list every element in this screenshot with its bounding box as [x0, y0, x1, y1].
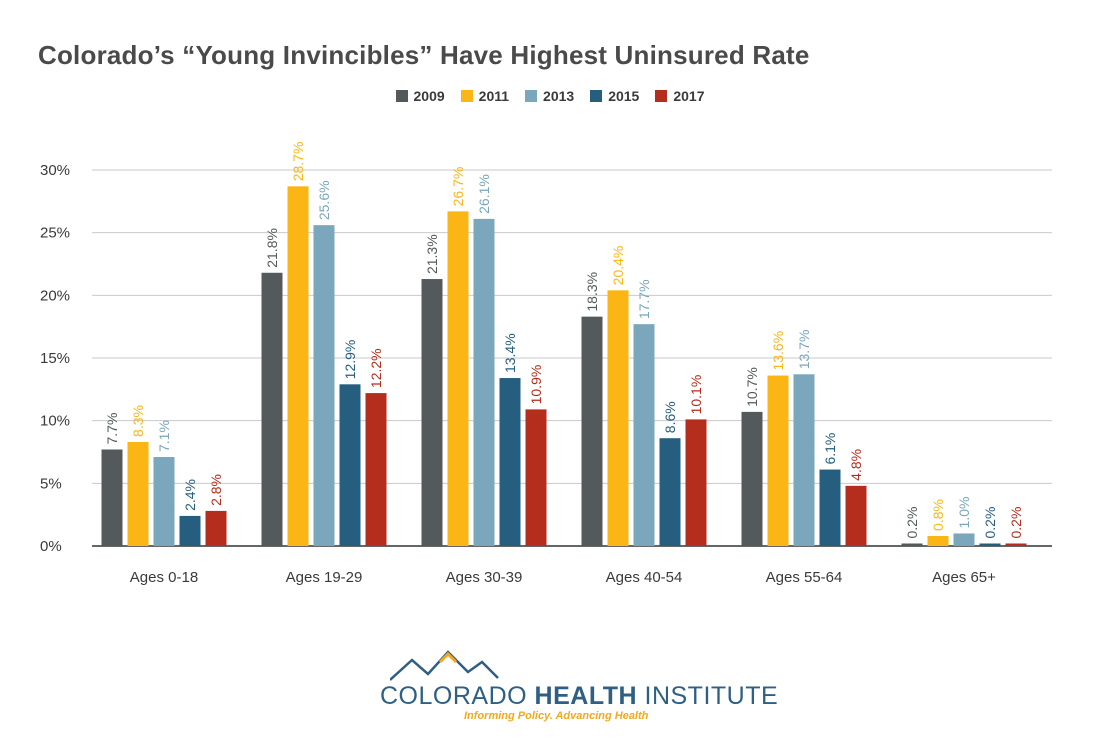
bar	[339, 384, 361, 546]
legend-item-2015: 2015	[590, 88, 639, 104]
y-tick-label: 0%	[40, 538, 62, 555]
logo-name-regular: COLORADO	[380, 682, 535, 710]
data-label: 26.7%	[450, 167, 466, 207]
x-tick-label: Ages 19-29	[286, 569, 363, 586]
y-tick-label: 30%	[40, 162, 70, 179]
data-label: 7.1%	[156, 420, 172, 452]
data-label: 0.8%	[930, 499, 946, 531]
bar	[845, 485, 867, 546]
bar	[581, 316, 603, 546]
data-label: 0.2%	[904, 507, 920, 539]
legend-item-2009: 2009	[395, 88, 445, 104]
legend-swatch	[460, 90, 473, 102]
chart-legend: 2009 2011 2013 2015 2017	[0, 88, 1100, 104]
data-label: 2.8%	[208, 474, 224, 506]
data-label: 13.4%	[502, 333, 518, 373]
data-label: 13.7%	[796, 330, 812, 370]
legend-label: 2015	[608, 88, 640, 104]
legend-swatch	[590, 90, 603, 102]
mountains-logo-icon	[390, 650, 499, 681]
data-label: 13.6%	[770, 331, 786, 371]
bar	[685, 419, 707, 546]
data-label: 0.2%	[982, 507, 998, 539]
data-label: 10.7%	[744, 367, 760, 407]
data-label: 21.3%	[424, 234, 440, 274]
data-label: 12.2%	[368, 348, 384, 388]
data-label: 8.6%	[662, 401, 678, 433]
legend-label: 2009	[413, 88, 445, 104]
bar	[607, 290, 629, 546]
bar	[741, 411, 763, 546]
bar	[179, 515, 201, 546]
logo-name-bold: HEALTH	[534, 682, 638, 710]
bar	[421, 279, 443, 546]
logo-wordmark: COLORADO HEALTH INSTITUTE	[380, 682, 778, 711]
bar	[953, 533, 975, 546]
bar	[261, 272, 283, 546]
bar	[819, 469, 841, 546]
data-label: 26.1%	[476, 174, 492, 214]
chart-title: Colorado’s “Young Invincibles” Have High…	[38, 40, 810, 70]
data-label: 12.9%	[342, 340, 358, 380]
bar	[205, 510, 227, 546]
data-label: 6.1%	[822, 433, 838, 465]
bar	[365, 393, 387, 546]
bar	[153, 457, 175, 546]
legend-label: 2011	[478, 88, 510, 104]
bar	[127, 441, 149, 546]
bar	[659, 438, 681, 546]
y-tick-label: 20%	[40, 287, 70, 304]
data-label: 8.3%	[130, 405, 146, 437]
y-tick-label: 25%	[40, 225, 70, 242]
data-label: 25.6%	[316, 180, 332, 220]
data-label: 20.4%	[610, 246, 626, 286]
y-tick-label: 10%	[40, 413, 70, 430]
data-label: 2.4%	[182, 479, 198, 511]
y-tick-label: 5%	[40, 475, 62, 492]
legend-label: 2017	[673, 88, 705, 104]
data-label: 0.2%	[1008, 507, 1024, 539]
data-label: 4.8%	[848, 449, 864, 481]
data-label: 17.7%	[636, 279, 652, 319]
bar	[793, 374, 815, 546]
bar	[767, 375, 789, 546]
data-label: 21.8%	[264, 228, 280, 268]
legend-label: 2013	[543, 88, 575, 104]
x-tick-label: Ages 0-18	[130, 569, 198, 586]
bar	[287, 186, 309, 546]
colorado-health-institute-logo: COLORADO HEALTH INSTITUTE Informing Poli…	[380, 648, 778, 728]
data-label: 1.0%	[956, 497, 972, 529]
data-label: 7.7%	[104, 413, 120, 445]
data-label: 10.1%	[688, 375, 704, 415]
legend-swatch	[395, 90, 408, 102]
data-label: 18.3%	[584, 272, 600, 312]
y-tick-label: 15%	[40, 350, 70, 367]
legend-item-2017: 2017	[655, 88, 705, 104]
bar	[525, 409, 547, 546]
logo-tagline: Informing Policy. Advancing Health	[464, 710, 649, 722]
data-label: 10.9%	[528, 365, 544, 405]
bar	[633, 324, 655, 546]
logo-name-end: INSTITUTE	[637, 682, 779, 710]
x-tick-label: Ages 55-64	[766, 569, 843, 586]
bar	[101, 449, 123, 546]
bar	[447, 211, 469, 547]
bar	[901, 543, 923, 546]
legend-item-2011: 2011	[460, 88, 510, 104]
bar	[1005, 543, 1027, 546]
bar	[313, 225, 335, 546]
data-label: 28.7%	[290, 142, 306, 182]
bar	[979, 543, 1001, 546]
legend-swatch	[525, 90, 538, 102]
bar	[927, 535, 949, 546]
bar	[473, 218, 495, 546]
bar	[499, 378, 521, 546]
legend-item-2013: 2013	[525, 88, 574, 104]
x-tick-label: Ages 40-54	[606, 569, 683, 586]
x-tick-label: Ages 65+	[932, 569, 996, 586]
legend-swatch	[655, 90, 668, 102]
x-tick-label: Ages 30-39	[446, 569, 523, 586]
